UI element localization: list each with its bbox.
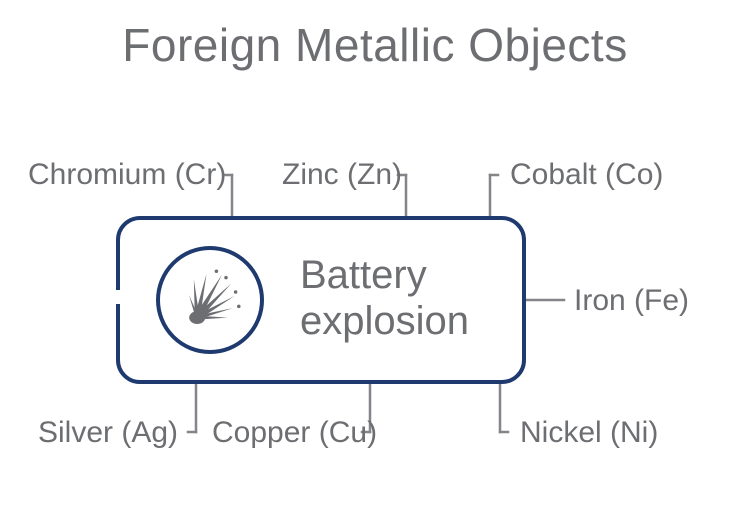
label-cobalt: Cobalt (Co) bbox=[510, 158, 663, 192]
central-label: Battery explosion bbox=[300, 252, 469, 344]
central-label-line2: explosion bbox=[300, 298, 469, 344]
explosion-icon-circle bbox=[156, 246, 264, 354]
label-chromium: Chromium (Cr) bbox=[28, 158, 226, 192]
diagram-stage: Foreign Metallic Objects Battery explosi… bbox=[0, 0, 750, 521]
explosion-icon bbox=[170, 260, 250, 340]
central-label-line1: Battery bbox=[300, 252, 469, 298]
label-nickel: Nickel (Ni) bbox=[520, 416, 658, 450]
label-iron: Iron (Fe) bbox=[574, 284, 689, 318]
label-zinc: Zinc (Zn) bbox=[282, 158, 402, 192]
diagram-title: Foreign Metallic Objects bbox=[0, 18, 750, 72]
label-silver: Silver (Ag) bbox=[38, 416, 178, 450]
label-copper: Copper (Cu) bbox=[212, 416, 377, 450]
central-box-notch bbox=[112, 290, 130, 304]
